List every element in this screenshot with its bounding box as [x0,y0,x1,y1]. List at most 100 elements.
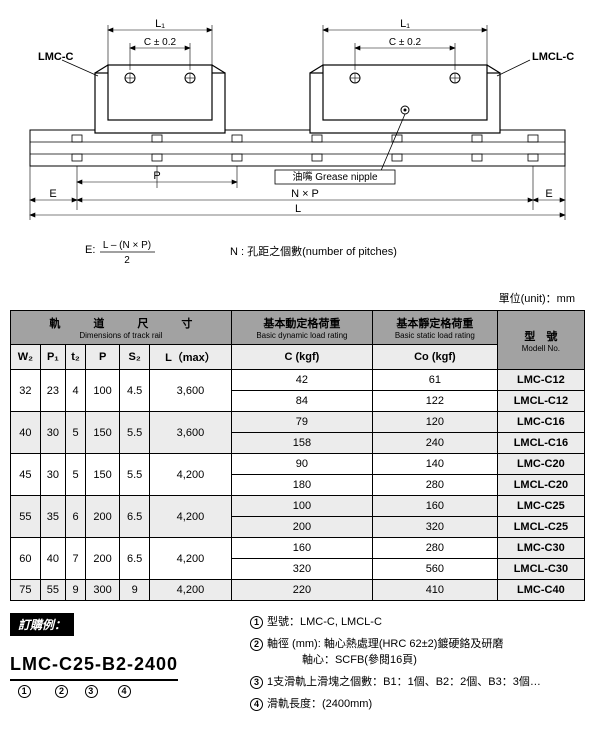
cell-co: 410 [372,580,497,601]
note-num-icon: 4 [250,698,263,711]
cell-c: 90 [231,454,372,475]
cell-t2: 4 [66,370,86,412]
note-item: 4滑軌長度：(2400mm) [250,695,585,711]
footnote-e-bot: 2 [124,255,130,266]
hdr-dyn: 基本動定格荷重Basic dynamic load rating [231,311,372,345]
unit-label: 單位(unit)：mm [10,290,585,306]
footnote-e-top: L – (N × P) [103,240,151,251]
notes: 1 型號：LMC-C, LMCL-C 2 軸徑 (mm): 軸心熱處理(HRC 62±… [250,613,585,717]
col-w2: W₂ [11,345,41,370]
cell-model: LMCL-C12 [497,391,584,412]
dim-e-right: E [545,188,552,200]
cell-model: LMC-C20 [497,454,584,475]
note-item: 1 型號：LMC-C, LMCL-C [250,613,585,629]
cell-model: LMC-C40 [497,580,584,601]
cell-co: 320 [372,517,497,538]
l1-right: L₁ [400,18,410,30]
cell-p1: 40 [40,538,65,580]
cell-t2: 7 [66,538,86,580]
cell-c: 84 [231,391,372,412]
c-tol-right: C ± 0.2 [389,37,422,48]
right-model-label: LMCL-C [532,51,574,63]
cell-c: 42 [231,370,372,391]
cell-c: 320 [231,559,372,580]
col-t2: t₂ [66,345,86,370]
col-p1: P₁ [40,345,65,370]
cell-co: 160 [372,496,497,517]
hdr-model: 型 號Modell No. [497,311,584,370]
cell-c: 79 [231,412,372,433]
cell-co: 140 [372,454,497,475]
cell-co: 120 [372,412,497,433]
note-text: 軸徑 (mm): 軸心熱處理(HRC 62±2)鍍硬鉻及研磨 [267,638,503,650]
cell-co: 61 [372,370,497,391]
cell-p: 150 [85,412,119,454]
table-row: 553562006.54,200100160LMC-C25 [11,496,585,517]
cell-c: 100 [231,496,372,517]
note-num-icon: 1 [250,616,263,629]
cell-t2: 5 [66,412,86,454]
cell-w2: 60 [11,538,41,580]
cell-c: 200 [231,517,372,538]
note-text: 型號：LMC-C, LMCL-C [267,616,382,628]
cell-p1: 35 [40,496,65,538]
cell-model: LMCL-C16 [497,433,584,454]
cell-s2: 9 [120,580,150,601]
hdr-stat: 基本靜定格荷重Basic static load rating [372,311,497,345]
cell-w2: 45 [11,454,41,496]
cell-s2: 5.5 [120,454,150,496]
cell-w2: 32 [11,370,41,412]
table-row: 322341004.53,6004261LMC-C12 [11,370,585,391]
cell-model: LMCL-C20 [497,475,584,496]
note-num-icon: 2 [250,638,263,651]
cell-p: 200 [85,538,119,580]
col-s2: S₂ [120,345,150,370]
dim-nxp: N × P [291,188,319,200]
cell-co: 240 [372,433,497,454]
cell-c: 160 [231,538,372,559]
note-num-icon: 3 [250,676,263,689]
cell-s2: 6.5 [120,496,150,538]
cell-lmax: 3,600 [150,370,232,412]
cell-p: 200 [85,496,119,538]
dim-e-left: E [49,188,56,200]
cell-lmax: 4,200 [150,496,232,538]
c-tol-left: C ± 0.2 [144,37,177,48]
left-model-label: LMC-C [38,51,73,63]
cell-model: LMCL-C30 [497,559,584,580]
cell-co: 280 [372,475,497,496]
cell-p1: 30 [40,454,65,496]
cell-model: LMC-C16 [497,412,584,433]
order-code: LMC-C25-B2-2400 [10,654,178,681]
cell-t2: 9 [66,580,86,601]
cell-w2: 55 [11,496,41,538]
cell-p1: 30 [40,412,65,454]
cell-co: 280 [372,538,497,559]
table-row: 7555930094,200220410LMC-C40 [11,580,585,601]
rail-diagram: 油嘴 Grease nipple LMC-C LMCL-C L₁ L₁ C ± … [10,10,585,270]
cell-model: LMCL-C25 [497,517,584,538]
spec-table: 軌 道 尺 寸Dimensions of track rail 基本動定格荷重B… [10,310,585,601]
note-text: 1支滑軌上滑塊之個數：B1：1個、B2：2個、B3：3個… [267,676,541,688]
cell-w2: 40 [11,412,41,454]
note-item: 3 1支滑軌上滑塊之個數：B1：1個、B2：2個、B3：3個… [250,673,585,689]
cell-p1: 23 [40,370,65,412]
order-example: 訂購例： LMC-C25-B2-2400 1 2 3 4 [10,613,230,717]
l1-left: L₁ [155,18,165,30]
table-row: 453051505.54,20090140LMC-C20 [11,454,585,475]
cell-c: 180 [231,475,372,496]
cell-co: 560 [372,559,497,580]
cell-p: 100 [85,370,119,412]
cell-c: 220 [231,580,372,601]
col-p: P [85,345,119,370]
table-row: 604072006.54,200160280LMC-C30 [11,538,585,559]
order-header: 訂購例： [10,613,74,636]
note-item: 2 軸徑 (mm): 軸心熱處理(HRC 62±2)鍍硬鉻及研磨 軸心：SCFB(… [250,635,585,667]
hdr-rail: 軌 道 尺 寸Dimensions of track rail [11,311,232,345]
grease-label: 油嘴 Grease nipple [292,170,377,183]
note-text: 軸心：SCFB(參閱16頁) [302,654,417,666]
cell-model: LMC-C30 [497,538,584,559]
cell-s2: 5.5 [120,412,150,454]
cell-t2: 6 [66,496,86,538]
cell-lmax: 3,600 [150,412,232,454]
